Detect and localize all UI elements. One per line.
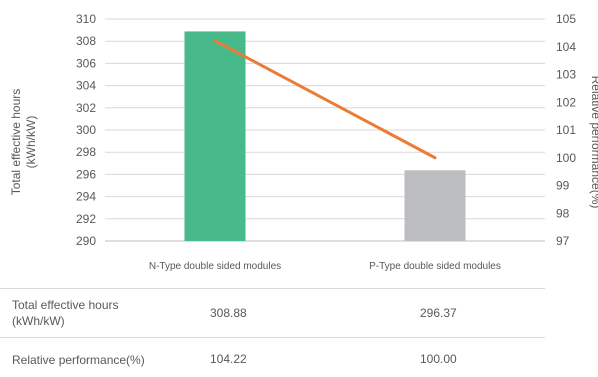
line-series [213,39,437,160]
y-right-tick-label: 101 [556,123,576,137]
table-row: Total effective hours (kWh/kW) 308.88 296… [0,288,545,338]
y-axis-title-left: Total effective hours(kWh/kW) [9,89,38,196]
y-tick-label: 296 [76,167,96,181]
grid-lines [105,18,545,242]
y-tick-label: 290 [76,234,96,248]
y-axis-title-right: Relative performance(%) [589,76,598,209]
y-right-tick-label: 98 [556,206,570,220]
table-row-label: Total effective hours (kWh/kW) [12,298,119,328]
y-tick-label: 304 [76,79,96,93]
bar [404,170,466,241]
table-row: Relative performance(%) 104.22 100.00 [0,337,545,377]
bar-series [184,31,466,241]
y-right-tick-label: 99 [556,179,570,193]
y-right-tick-label: 100 [556,151,576,165]
y-right-tick-label: 97 [556,234,570,248]
table-row-label: Relative performance(%) [12,353,145,367]
y-right-tick-label: 103 [556,68,576,82]
y-tick-label: 308 [76,34,96,48]
y-tick-label: 302 [76,101,96,115]
y-tick-label: 310 [76,12,96,26]
y-axis-title-line: Total effective hours [9,89,23,196]
x-tick-label: N-Type double sided modules [149,261,281,272]
y-tick-label: 300 [76,123,96,137]
y-axis-title-line: (kWh/kW) [24,116,38,169]
table-cell: 296.37 [420,306,457,320]
x-tick-label: P-Type double sided modules [369,261,501,272]
y-right-tick-label: 104 [556,40,576,54]
y-tick-label: 306 [76,56,96,70]
category-labels: N-Type double sided modules P-Type double… [149,261,501,272]
y-tick-label: 298 [76,145,96,159]
right-axis-ticks: 97 98 99 100 101 102 103 104 105 [556,12,576,248]
table-cell: 104.22 [210,352,247,366]
y-right-tick-label: 105 [556,12,576,26]
left-axis-ticks: 290 292 294 296 298 300 302 304 306 308 310 [76,12,96,248]
bar [184,31,246,241]
table-cell: 308.88 [210,306,247,320]
table-cell: 100.00 [420,352,457,366]
y-tick-label: 294 [76,190,96,204]
y-right-tick-label: 102 [556,95,576,109]
data-table: Total effective hours (kWh/kW) 308.88 296… [0,288,598,377]
series-line [213,39,437,160]
y-tick-label: 292 [76,212,96,226]
combo-chart: 290 292 294 296 298 300 302 304 306 308 310 97 98 99… [9,12,598,272]
